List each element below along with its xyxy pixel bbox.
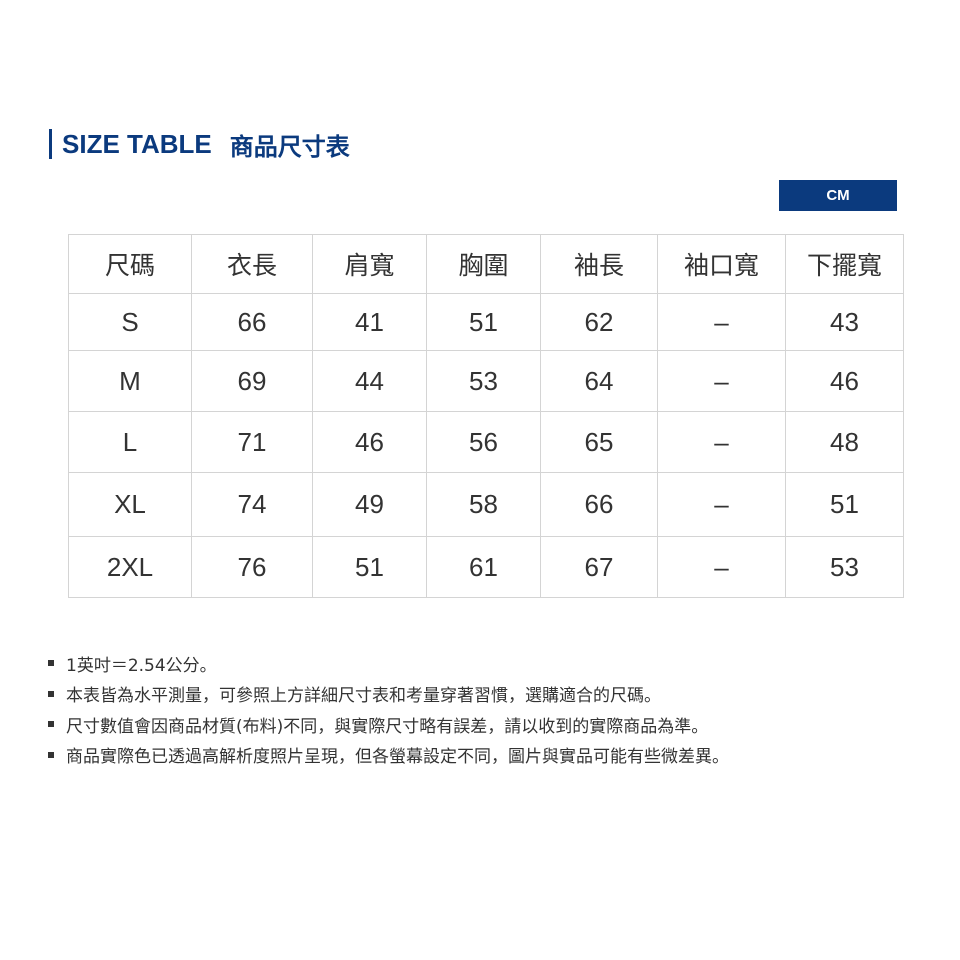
table-cell: 46 — [785, 350, 904, 412]
table-cell: 66 — [540, 472, 658, 537]
table-cell: 46 — [312, 411, 427, 473]
table-cell: – — [657, 293, 786, 351]
note-text: 尺寸數值會因商品材質(布料)不同，與實際尺寸略有誤差，請以收到的實際商品為準。 — [66, 716, 709, 737]
table-cell: 76 — [191, 536, 313, 598]
table-cell: – — [657, 536, 786, 598]
table-cell: 2XL — [68, 536, 192, 598]
table-cell: 65 — [540, 411, 658, 473]
column-header: 袖長 — [540, 234, 658, 294]
notes-list: 1英吋＝2.54公分。本表皆為水平測量，可參照上方詳細尺寸表和考量穿著習慣，選購… — [48, 648, 729, 770]
note-text: 本表皆為水平測量，可參照上方詳細尺寸表和考量穿著習慣，選購適合的尺碼。 — [66, 686, 661, 707]
table-cell: 56 — [426, 411, 541, 473]
table-cell: 53 — [785, 536, 904, 598]
table-cell: M — [68, 350, 192, 412]
table-cell: 49 — [312, 472, 427, 537]
bullet-icon — [48, 690, 54, 697]
table-cell: 64 — [540, 350, 658, 412]
table-row: 2XL 76 51 61 67–53 — [68, 536, 904, 598]
table-cell: 41 — [312, 293, 427, 351]
title-accent-bar — [49, 129, 52, 159]
column-header: 袖口寬 — [657, 234, 786, 294]
table-cell: 44 — [312, 350, 427, 412]
title-english: SIZE TABLE — [62, 128, 212, 159]
page-title: SIZE TABLE 商品尺寸表 — [49, 128, 350, 161]
table-cell: 53 — [426, 350, 541, 412]
table-cell: 71 — [191, 411, 313, 473]
table-cell: XL — [68, 472, 192, 537]
table-cell: 66 — [191, 293, 313, 351]
table-cell: 43 — [785, 293, 904, 351]
note-text: 1英吋＝2.54公分。 — [66, 655, 217, 676]
bullet-icon — [48, 721, 54, 728]
table-cell: 51 — [785, 472, 904, 537]
table-cell: – — [657, 472, 786, 537]
column-header: 尺碼 — [68, 234, 192, 294]
table-cell: 74 — [191, 472, 313, 537]
note-item: 尺寸數值會因商品材質(布料)不同，與實際尺寸略有誤差，請以收到的實際商品為準。 — [48, 709, 729, 740]
table-row: S 66 41 51 62–43 — [68, 293, 904, 351]
size-table: 尺碼 衣長 肩寬 胸圍 袖長 袖口寬 下擺寬 S 66 41 51 62–43 M 69 44 53 64–4… — [68, 234, 904, 598]
table-cell: L — [68, 411, 192, 473]
title-chinese: 商品尺寸表 — [229, 132, 350, 161]
table-cell: – — [657, 350, 786, 412]
table-header-row: 尺碼 衣長 肩寬 胸圍 袖長 袖口寬 下擺寬 — [68, 234, 904, 294]
table-cell: S — [68, 293, 192, 351]
column-header: 胸圍 — [426, 234, 541, 294]
note-item: 商品實際色已透過高解析度照片呈現，但各螢幕設定不同，圖片與實品可能有些微差異。 — [48, 740, 729, 771]
bullet-icon — [48, 751, 54, 758]
note-item: 本表皆為水平測量，可參照上方詳細尺寸表和考量穿著習慣，選購適合的尺碼。 — [48, 679, 729, 710]
column-header: 衣長 — [191, 234, 313, 294]
table-row: M 69 44 53 64–46 — [68, 350, 904, 412]
note-text: 商品實際色已透過高解析度照片呈現，但各螢幕設定不同，圖片與實品可能有些微差異。 — [66, 747, 729, 768]
note-item: 1英吋＝2.54公分。 — [48, 648, 729, 679]
unit-badge: CM — [779, 180, 897, 211]
table-cell: 51 — [312, 536, 427, 598]
table-cell: 69 — [191, 350, 313, 412]
table-cell: 51 — [426, 293, 541, 351]
column-header: 下擺寬 — [785, 234, 904, 294]
table-row: XL 74 49 58 66–51 — [68, 472, 904, 537]
table-cell: – — [657, 411, 786, 473]
bullet-icon — [48, 660, 54, 667]
table-cell: 48 — [785, 411, 904, 473]
table-cell: 62 — [540, 293, 658, 351]
table-row: L 71 46 56 65–48 — [68, 411, 904, 473]
column-header: 肩寬 — [312, 234, 427, 294]
table-cell: 61 — [426, 536, 541, 598]
table-cell: 58 — [426, 472, 541, 537]
table-cell: 67 — [540, 536, 658, 598]
